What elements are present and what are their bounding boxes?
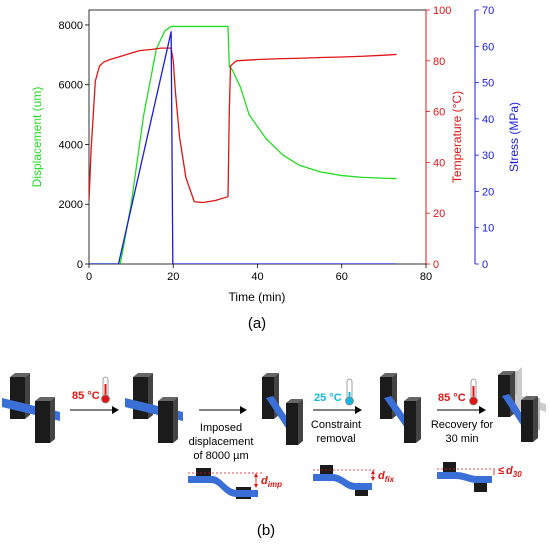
thermometer-icon-hot-2 [469,378,478,406]
y-tick-label-stress: 0 [482,259,488,271]
y-tick-label-stress: 40 [482,114,494,126]
deflection-diagram-imposed: dimp [188,468,282,499]
y-axis-title-temperature: Temperature (°C) [450,91,464,183]
y-tick-label-temperature: 40 [433,157,445,169]
y-tick-label-temperature: 20 [433,208,445,220]
step2-text-line3: of 8000 µm [193,450,248,462]
chart-panel-a: 0 2000 4000 6000 8000 0 20 40 60 80 100 0 10 20 30 40… [30,5,521,304]
specimen-recovered [498,367,546,442]
y-axis-title-stress: Stress (MPa) [507,102,521,172]
svg-text:≤d30: ≤ d30 [498,465,522,479]
y-tick-label-temperature: 0 [433,259,439,271]
x-tick-label: 80 [420,271,432,283]
y-tick-label-displacement: 2000 [59,199,83,211]
y-tick-label-displacement: 6000 [59,80,83,92]
specimen-fixed [380,373,421,443]
schematic-panel-b: 85 °C Imposed displacement of 8000 µm [2,367,546,499]
y-tick-label-displacement: 0 [77,259,83,271]
y-axis-title-displacement: Displacement (um) [30,87,44,188]
y-tick-label-stress: 10 [482,223,494,235]
x-tick-label: 40 [251,271,263,283]
step3-temperature: 25 °C [314,392,342,404]
x-axis-title: Time (min) [229,290,286,304]
d-imp-sub: imp [268,480,282,489]
series-line-stress [89,31,397,264]
x-tick-label: 0 [86,271,92,283]
x-tick-label: 60 [336,271,348,283]
step2-text-line2: displacement [189,436,254,448]
specimen-heated [125,373,183,443]
d-30-sub: 30 [513,470,522,479]
plot-frame [88,9,427,265]
y-tick-label-stress: 70 [482,5,494,17]
deflection-diagram-fixed: dfix [313,465,395,496]
thermometer-icon-hot-1 [101,376,110,404]
d-30-label: d [506,465,513,477]
y-tick-label-temperature: 100 [433,5,451,17]
step3-text-line1: Constraint [311,419,361,431]
y-tick-label-stress: 50 [482,78,494,90]
d-fix-label: d [378,470,385,482]
specimen-initial [2,373,60,443]
y-tick-label-displacement: 8000 [59,20,83,32]
x-tick-label: 20 [167,271,179,283]
y-tick-label-displacement: 4000 [59,139,83,151]
svg-text:dimp: dimp [261,475,282,489]
stress-axis: 0 10 20 30 40 50 60 70 [474,5,494,271]
y-tick-label-temperature: 60 [433,107,445,119]
d-fix-sub: fix [385,475,395,484]
panel-a-label: (a) [248,315,266,332]
series-layer [89,25,397,264]
displacement-axis: 0 2000 4000 6000 8000 [59,20,89,271]
step1-temperature: 85 °C [72,390,100,402]
series-line-temperature [89,47,397,204]
svg-text:dfix: dfix [378,470,395,484]
temperature-axis: 0 20 40 60 80 100 [425,5,451,271]
step4-text-line1: Recovery for [431,419,494,431]
time-axis: 0 20 40 60 80 [86,264,432,283]
series-line-displacement [89,25,397,264]
y-tick-label-stress: 20 [482,186,494,198]
step4-temperature: 85 °C [438,392,466,404]
step4-text-line2: 30 min [445,433,478,445]
y-tick-label-stress: 30 [482,150,494,162]
thermometer-icon-cold [345,378,354,406]
step3-text-line2: removal [316,433,355,445]
specimen-displaced [262,373,303,445]
deflection-diagram-recovered: ≤ d30 [437,462,522,492]
le-symbol: ≤ [498,465,504,477]
y-tick-label-stress: 60 [482,41,494,53]
step2-text-line1: Imposed [200,422,242,434]
panel-b-label: (b) [257,522,275,539]
d-imp-label: d [261,475,268,487]
y-tick-label-temperature: 80 [433,56,445,68]
